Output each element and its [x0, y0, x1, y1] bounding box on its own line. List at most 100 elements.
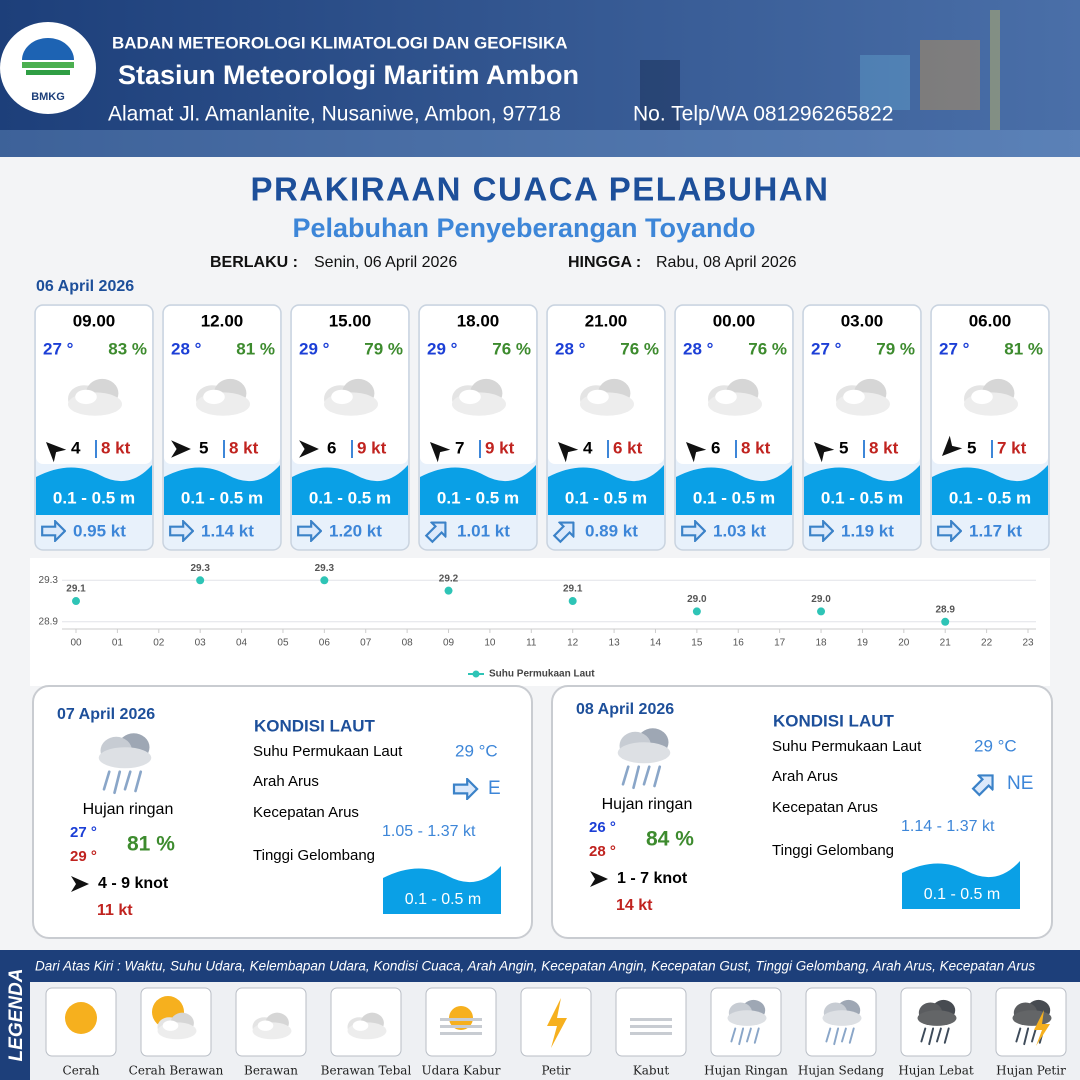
wind-speed: 4 [71, 438, 81, 457]
temperature: 28 ° [555, 339, 586, 358]
sst-point [196, 576, 205, 585]
temperature: 27 ° [811, 339, 842, 358]
sst-value: 29 °C [455, 741, 498, 760]
weather: Hujan ringan [83, 801, 174, 818]
wave-label: Tinggi Gelombang [772, 842, 894, 859]
wave-bg [383, 866, 501, 914]
x-tick-label: 01 [112, 638, 124, 649]
sst-point [941, 617, 950, 626]
humidity: 76 % [492, 339, 531, 358]
bolt-icon [1034, 1010, 1050, 1046]
x-tick-label: 13 [609, 638, 621, 649]
date: 07 April 2026 [57, 706, 155, 723]
sst-point [817, 607, 826, 616]
legend-side-band [0, 950, 30, 1080]
time: 00.00 [713, 311, 756, 330]
haze-line [630, 1025, 672, 1028]
sun-icon [65, 1002, 97, 1034]
current-speed: 1.17 kt [969, 521, 1022, 540]
humidity: 79 % [876, 339, 915, 358]
current-speed: 1.01 kt [457, 521, 510, 540]
sst-label: 29.1 [563, 584, 583, 595]
x-tick-label: 19 [857, 638, 869, 649]
x-tick-label: 04 [236, 638, 248, 649]
station-name: Stasiun Meteorologi Maritim Ambon [118, 60, 579, 90]
sst-label: 29.3 [315, 563, 335, 574]
separator [223, 440, 225, 458]
legend-label: Hujan Lebat [898, 1064, 974, 1078]
wave-height: 0.1 - 0.5 m [437, 488, 519, 507]
time: 03.00 [841, 311, 884, 330]
x-tick-label: 10 [484, 638, 496, 649]
wave-label: Tinggi Gelombang [253, 847, 375, 864]
x-tick-label: 18 [815, 638, 827, 649]
time: 21.00 [585, 311, 628, 330]
address: Alamat Jl. Amanlanite, Nusaniwe, Ambon, … [108, 103, 561, 126]
to-date: Rabu, 08 April 2026 [656, 254, 797, 271]
sst-point [72, 597, 80, 606]
humidity: 81 % [1004, 339, 1043, 358]
legend-label: Berawan Tebal [321, 1064, 412, 1078]
logo-mark [22, 38, 74, 75]
wind-range: 1 - 7 knot [617, 870, 688, 887]
wind-speed: 4 [583, 438, 593, 457]
gust: 9 kt [357, 438, 387, 457]
wave-height: 0.1 - 0.5 m [693, 488, 775, 507]
legend-label: Hujan Petir [996, 1064, 1066, 1078]
sea-heading: KONDISI LAUT [773, 711, 895, 730]
gust: 8 kt [741, 438, 771, 457]
x-tick-label: 11 [526, 638, 537, 649]
sst-label: Suhu Permukaan Laut [772, 738, 922, 755]
legend-label: Cerah Berawan [129, 1064, 224, 1078]
wave-bg [292, 465, 408, 515]
humidity: 81 % [127, 833, 175, 856]
wave-height: 0.1 - 0.5 m [821, 488, 903, 507]
current-speed: 1.03 kt [713, 521, 766, 540]
speed-label: Kecepatan Arus [772, 799, 878, 816]
haze-line [440, 1025, 482, 1028]
legend-swatch-dot [472, 670, 480, 678]
speed-value: 1.05 - 1.37 kt [382, 823, 476, 840]
x-tick-label: 09 [443, 638, 455, 649]
phone: No. Telp/WA 081296265822 [633, 103, 893, 126]
humidity: 81 % [236, 339, 275, 358]
wind-speed: 5 [199, 438, 208, 457]
temperature: 28 ° [683, 339, 714, 358]
time: 18.00 [457, 311, 500, 330]
legend-note-band [30, 950, 1080, 982]
bolt-icon [547, 998, 567, 1048]
temperature: 27 ° [43, 339, 74, 358]
wind-speed: 6 [711, 438, 720, 457]
title: PRAKIRAAN CUACA PELABUHAN [251, 171, 830, 208]
haze-line [440, 1032, 482, 1035]
separator [479, 440, 481, 458]
wind-range: 4 - 9 knot [98, 875, 169, 892]
legend-label: Hujan Sedang [798, 1064, 884, 1078]
wave-bg [804, 465, 920, 515]
humidity: 76 % [748, 339, 787, 358]
current-speed: 1.14 kt [201, 521, 254, 540]
dir-label: Arah Arus [772, 768, 838, 785]
time: 12.00 [201, 311, 244, 330]
gust: 9 kt [485, 438, 515, 457]
wave-bg [36, 465, 152, 515]
x-tick-label: 16 [733, 638, 745, 649]
x-tick-label: 15 [691, 638, 703, 649]
gust: 11 kt [97, 902, 133, 919]
wave-height: 0.1 - 0.5 m [565, 488, 647, 507]
legend-label: Kabut [633, 1064, 670, 1078]
wind-speed: 7 [455, 438, 464, 457]
humidity: 84 % [646, 828, 694, 851]
x-tick-label: 23 [1022, 638, 1034, 649]
wave-height: 0.1 - 0.5 m [53, 488, 135, 507]
wave-bg [676, 465, 792, 515]
dir-value: E [488, 778, 501, 799]
x-tick-label: 05 [277, 638, 289, 649]
sst-label: Suhu Permukaan Laut [253, 743, 403, 760]
x-tick-label: 12 [567, 638, 579, 649]
org-name: BADAN METEOROLOGI KLIMATOLOGI DAN GEOFIS… [112, 33, 568, 52]
legend-label: Berawan [244, 1064, 298, 1078]
to-label: HINGGA : [568, 254, 641, 271]
gust: 8 kt [229, 438, 259, 457]
